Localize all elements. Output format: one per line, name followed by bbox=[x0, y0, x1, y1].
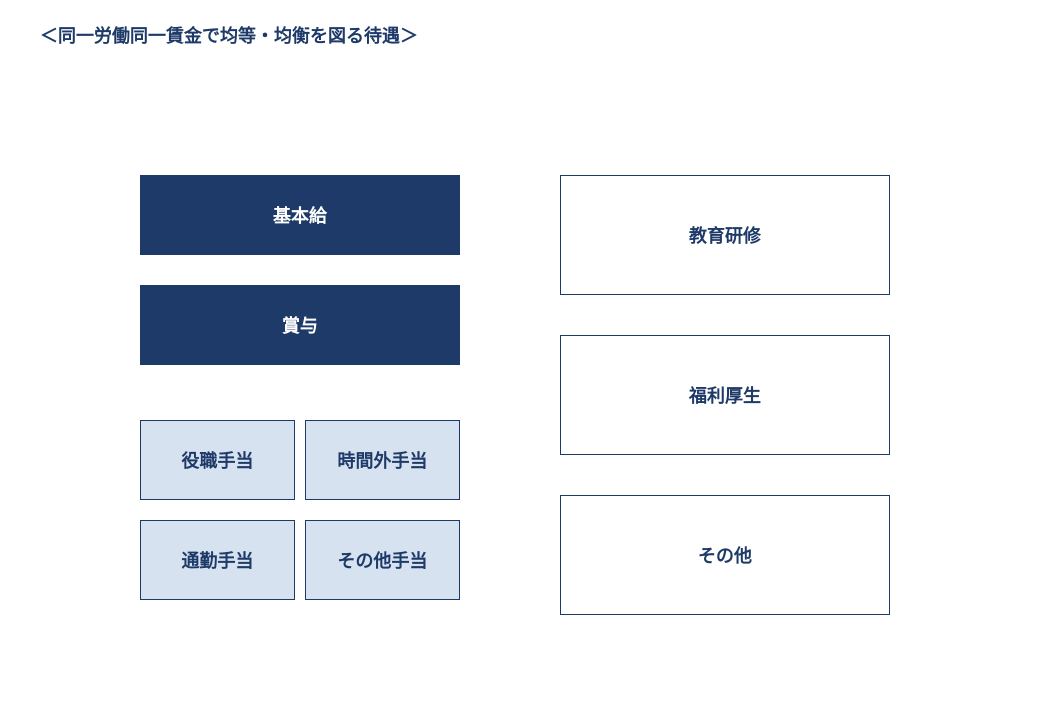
box-other-allowance: その他手当 bbox=[305, 520, 460, 600]
diagram-root: ＜同一労働同一賃金で均等・均衡を図る待遇＞ 基本給 賞与 役職手当 時間外手当 … bbox=[0, 0, 1040, 720]
box-welfare: 福利厚生 bbox=[560, 335, 890, 455]
box-commuting-allowance: 通勤手当 bbox=[140, 520, 295, 600]
box-label: 教育研修 bbox=[689, 222, 761, 248]
box-label: 時間外手当 bbox=[338, 447, 428, 473]
box-other: その他 bbox=[560, 495, 890, 615]
box-position-allowance: 役職手当 bbox=[140, 420, 295, 500]
box-overtime-allowance: 時間外手当 bbox=[305, 420, 460, 500]
box-label: 基本給 bbox=[273, 202, 327, 228]
box-bonus: 賞与 bbox=[140, 285, 460, 365]
box-label: 役職手当 bbox=[182, 447, 254, 473]
box-label: 福利厚生 bbox=[689, 382, 761, 408]
box-base-salary: 基本給 bbox=[140, 175, 460, 255]
page-title: ＜同一労働同一賃金で均等・均衡を図る待遇＞ bbox=[40, 22, 418, 48]
box-label: 通勤手当 bbox=[182, 547, 254, 573]
box-label: その他手当 bbox=[338, 547, 428, 573]
box-label: その他 bbox=[698, 542, 752, 568]
box-training: 教育研修 bbox=[560, 175, 890, 295]
box-label: 賞与 bbox=[282, 312, 318, 338]
